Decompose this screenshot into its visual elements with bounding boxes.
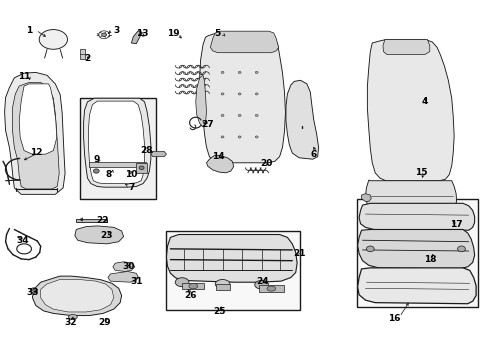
- Ellipse shape: [255, 114, 258, 117]
- Polygon shape: [382, 40, 429, 54]
- Polygon shape: [365, 180, 456, 215]
- Text: 3: 3: [113, 26, 120, 35]
- Text: 7: 7: [128, 183, 134, 192]
- Text: 21: 21: [292, 249, 305, 258]
- Text: 24: 24: [256, 276, 269, 285]
- Text: 29: 29: [99, 318, 111, 327]
- Ellipse shape: [221, 136, 224, 138]
- Polygon shape: [361, 194, 370, 202]
- Ellipse shape: [30, 288, 37, 293]
- Ellipse shape: [255, 71, 258, 73]
- Text: 25: 25: [212, 307, 225, 316]
- Text: 9: 9: [93, 155, 99, 164]
- Ellipse shape: [266, 286, 275, 291]
- Polygon shape: [285, 80, 318, 159]
- Ellipse shape: [93, 169, 99, 173]
- Ellipse shape: [139, 166, 144, 170]
- Ellipse shape: [221, 114, 224, 117]
- Text: 19: 19: [167, 29, 180, 38]
- Text: 1: 1: [26, 26, 32, 35]
- Text: 12: 12: [29, 148, 42, 157]
- Ellipse shape: [175, 278, 188, 287]
- Polygon shape: [210, 31, 278, 53]
- Text: 11: 11: [18, 72, 30, 81]
- Text: 5: 5: [214, 29, 221, 38]
- Bar: [216, 284, 229, 291]
- Text: 15: 15: [414, 168, 427, 177]
- Bar: [80, 49, 84, 59]
- Text: 23: 23: [101, 231, 113, 240]
- Polygon shape: [19, 84, 57, 154]
- Text: 27: 27: [201, 120, 213, 129]
- Bar: [89, 162, 145, 167]
- Polygon shape: [32, 276, 122, 316]
- Text: 8: 8: [105, 170, 112, 179]
- Bar: [76, 220, 106, 222]
- Ellipse shape: [99, 31, 109, 39]
- Ellipse shape: [102, 33, 106, 37]
- Text: 28: 28: [140, 146, 152, 155]
- Polygon shape: [166, 234, 297, 282]
- Ellipse shape: [254, 280, 268, 289]
- Polygon shape: [80, 218, 82, 221]
- Text: 17: 17: [449, 220, 462, 229]
- Polygon shape: [83, 98, 151, 187]
- Polygon shape: [41, 280, 114, 312]
- Polygon shape: [88, 101, 144, 184]
- Ellipse shape: [238, 93, 241, 95]
- Bar: [165, 231, 300, 310]
- Ellipse shape: [215, 279, 229, 288]
- Text: 32: 32: [64, 318, 77, 327]
- Ellipse shape: [32, 289, 35, 292]
- Bar: [259, 285, 283, 292]
- Text: 13: 13: [136, 29, 148, 38]
- Polygon shape: [206, 156, 233, 173]
- Ellipse shape: [39, 30, 67, 49]
- Bar: [136, 163, 147, 173]
- Bar: [80, 98, 156, 199]
- Polygon shape: [357, 268, 475, 304]
- Text: 6: 6: [310, 150, 316, 159]
- Ellipse shape: [221, 71, 224, 73]
- Polygon shape: [4, 72, 65, 194]
- Ellipse shape: [221, 93, 224, 95]
- Polygon shape: [151, 151, 166, 157]
- Text: 10: 10: [125, 170, 137, 179]
- Ellipse shape: [188, 283, 197, 289]
- Ellipse shape: [255, 93, 258, 95]
- Ellipse shape: [366, 246, 373, 252]
- Text: 4: 4: [421, 96, 427, 105]
- Ellipse shape: [68, 315, 77, 319]
- Polygon shape: [131, 31, 142, 44]
- Polygon shape: [199, 32, 285, 163]
- Polygon shape: [108, 271, 138, 282]
- Text: 18: 18: [424, 255, 436, 264]
- Text: 14: 14: [211, 152, 224, 161]
- Ellipse shape: [238, 114, 241, 117]
- Ellipse shape: [238, 136, 241, 138]
- Text: 30: 30: [122, 262, 134, 271]
- Text: 34: 34: [17, 237, 29, 246]
- Text: 33: 33: [26, 288, 39, 297]
- Polygon shape: [195, 75, 206, 127]
- Ellipse shape: [238, 71, 241, 73]
- Text: 22: 22: [96, 216, 108, 225]
- Polygon shape: [75, 226, 123, 244]
- Text: 20: 20: [260, 159, 272, 168]
- Polygon shape: [358, 203, 474, 230]
- Text: 16: 16: [387, 314, 400, 323]
- Polygon shape: [12, 82, 59, 189]
- Text: 2: 2: [84, 54, 90, 63]
- Polygon shape: [113, 262, 135, 271]
- Ellipse shape: [457, 246, 465, 252]
- Text: 31: 31: [130, 276, 142, 285]
- Polygon shape: [366, 40, 453, 181]
- Bar: [356, 199, 477, 307]
- Bar: [182, 283, 203, 289]
- Text: 26: 26: [184, 291, 197, 300]
- Polygon shape: [357, 229, 474, 269]
- Ellipse shape: [255, 136, 258, 138]
